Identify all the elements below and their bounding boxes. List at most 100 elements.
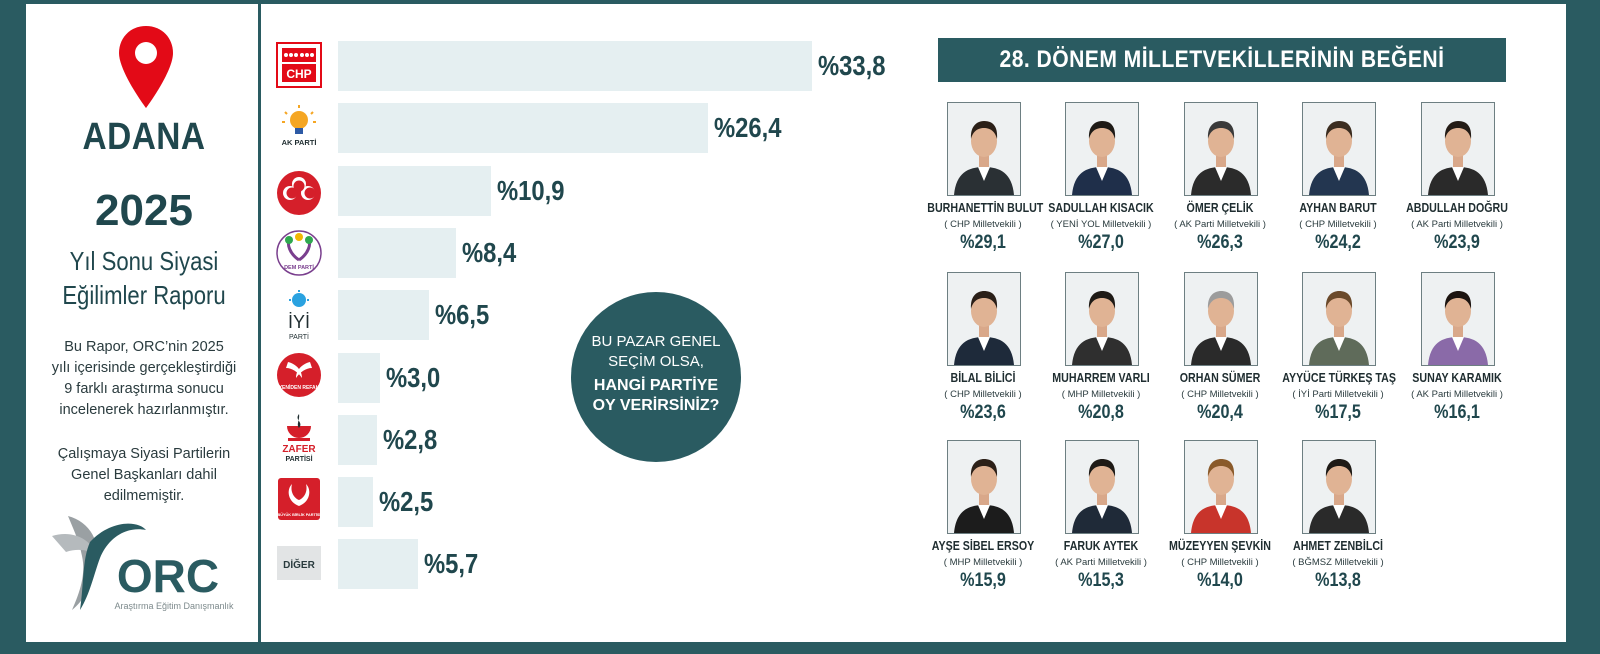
mhp-logo xyxy=(277,171,321,215)
orc-logo-text: ORC xyxy=(117,550,219,602)
mp-name: SUNAY KARAMIK xyxy=(1412,370,1502,385)
city-name: ADANA xyxy=(82,116,206,158)
bar-value-label: %10,9 xyxy=(497,175,565,206)
description-line: yılı içerisinde gerçekleştirdiği xyxy=(51,360,237,376)
mp-name: BİLAL BİLİCİ xyxy=(950,370,1016,385)
mp-party: ( AK Parti Milletvekili ) xyxy=(1055,557,1147,568)
iyi-parti-logo-text: İYİ xyxy=(288,312,310,332)
description-line: incelenerek hazırlanmıştır. xyxy=(59,402,229,418)
zafer-partisi-logo-subtext: PARTİSİ xyxy=(285,455,312,463)
zafer-partisi-logo-text: ZAFER xyxy=(282,444,316,455)
bar-value-label: %6,5 xyxy=(435,299,490,330)
mp-photo xyxy=(1065,440,1139,534)
yeniden-refah-logo: YENİDEN REFAH xyxy=(277,353,321,397)
mp-party: ( MHP Milletvekili ) xyxy=(943,557,1023,568)
mp-approval-value: %24,2 xyxy=(1315,232,1361,253)
bar xyxy=(338,41,812,91)
mp-photo xyxy=(1302,440,1376,534)
survey-question-badge: BU PAZAR GENEL SEÇİM OLSA, HANGİ PARTİYE… xyxy=(571,292,741,462)
mp-photo xyxy=(1065,102,1139,196)
bbp-logo-text: BÜYÜK BİRLİK PARTİSİ xyxy=(278,512,321,517)
zafer-partisi-logo: ZAFER PARTİSİ xyxy=(282,414,316,463)
mp-photo xyxy=(1421,272,1495,366)
bar-value-label: %3,0 xyxy=(386,362,441,393)
mp-approval-value: %13,8 xyxy=(1315,570,1361,591)
bar-value-label: %2,5 xyxy=(379,486,434,517)
orc-logo-tagline: Araştırma Eğitim Danışmanlık xyxy=(114,601,234,611)
report-title-line: Yıl Sonu Siyasi xyxy=(69,246,219,276)
mp-photo xyxy=(1065,272,1139,366)
diger-logo: DİĞER xyxy=(277,546,321,580)
iyi-parti-logo: İYİ PARTİ xyxy=(288,290,310,341)
bar-value-label: %26,4 xyxy=(714,112,782,143)
mp-party: ( YENİ YOL Milletvekili ) xyxy=(1050,219,1152,230)
yeniden-refah-logo-text: YENİDEN REFAH xyxy=(279,384,320,391)
orc-logo: ORC Araştırma Eğitim Danışmanlık xyxy=(52,516,234,611)
mp-approval-value: %15,3 xyxy=(1078,570,1124,591)
mp-party: ( MHP Milletvekili ) xyxy=(1061,389,1141,400)
bar-value-label: %2,8 xyxy=(383,424,438,455)
note-line: edilmemiştir. xyxy=(103,488,185,504)
bar xyxy=(338,166,491,216)
mp-name: MUHARREM VARLI xyxy=(1052,370,1150,385)
mp-party: ( CHP Milletvekili ) xyxy=(944,219,1022,230)
mp-photo xyxy=(1302,102,1376,196)
mp-section-title: 28. DÖNEM MİLLETVEKİLLERİNİN BEĞENİ DÜZE… xyxy=(938,38,1506,117)
mp-name: AHMET ZENBİLCİ xyxy=(1292,538,1384,553)
bar xyxy=(338,415,377,465)
mp-approval-value: %29,1 xyxy=(960,232,1006,253)
mp-approval-value: %17,5 xyxy=(1315,402,1361,423)
mp-name: ÖMER ÇELİK xyxy=(1186,200,1254,215)
dem-parti-logo: DEM PARTİ xyxy=(276,230,322,276)
bar xyxy=(338,290,429,340)
mp-approval-value: %26,3 xyxy=(1197,232,1243,253)
chp-logo-text: CHP xyxy=(286,67,311,81)
report-year: 2025 xyxy=(95,186,193,235)
ak-parti-logo: AK PARTİ xyxy=(282,105,316,147)
mp-party: ( İYİ Parti Milletvekili ) xyxy=(1292,389,1384,400)
report-title: Yıl Sonu Siyasi Eğilimler Raporu xyxy=(45,244,242,312)
mp-party: ( AK Parti Milletvekili ) xyxy=(1411,219,1503,230)
mp-party: ( CHP Milletvekili ) xyxy=(1181,557,1259,568)
mp-name: ORHAN SÜMER xyxy=(1179,370,1261,385)
mp-photo xyxy=(1421,102,1495,196)
mp-name: ABDULLAH DOĞRU xyxy=(1406,200,1508,215)
mp-photo xyxy=(1184,440,1258,534)
mp-photo xyxy=(1302,272,1376,366)
description-line: 9 farklı araştırma sonucu xyxy=(64,381,224,397)
mp-party: ( CHP Milletvekili ) xyxy=(1181,389,1259,400)
bar xyxy=(338,539,418,589)
mp-name: BURHANETTİN BULUT xyxy=(927,200,1044,215)
note-line: Çalışmaya Siyasi Partilerin xyxy=(57,446,231,462)
mp-party: ( CHP Milletvekili ) xyxy=(1299,219,1377,230)
report-note: Çalışmaya Siyasi Partilerin Genel Başkan… xyxy=(34,444,254,507)
mp-photo xyxy=(1184,272,1258,366)
mp-approval-value: %23,9 xyxy=(1434,232,1480,253)
mp-name: MÜZEYYEN ŞEVKİN xyxy=(1169,538,1271,553)
mp-party: ( AK Parti Milletvekili ) xyxy=(1174,219,1266,230)
location-pin-icon xyxy=(119,26,173,108)
report-title-line: Eğilimler Raporu xyxy=(62,280,226,310)
iyi-parti-logo-subtext: PARTİ xyxy=(289,332,309,341)
mp-approval-value: %15,9 xyxy=(960,570,1006,591)
mp-name: SADULLAH KISACIK xyxy=(1048,200,1154,215)
bar-value-label: %33,8 xyxy=(818,50,886,81)
mp-approval-value: %23,6 xyxy=(960,402,1006,423)
mp-photo xyxy=(947,440,1021,534)
question-line: HANGİ PARTİYE xyxy=(593,377,719,394)
question-line: BU PAZAR GENEL xyxy=(591,333,721,350)
left-panel-divider xyxy=(258,4,261,642)
mp-photo xyxy=(947,102,1021,196)
bar-value-label: %5,7 xyxy=(424,548,479,579)
mp-photo xyxy=(1184,102,1258,196)
question-line: OY VERİRSİNİZ? xyxy=(592,397,720,414)
mp-party: ( AK Parti Milletvekili ) xyxy=(1411,389,1503,400)
mp-party: ( BĞMSZ Milletvekili ) xyxy=(1292,557,1384,568)
mp-photo xyxy=(947,272,1021,366)
bar xyxy=(338,103,708,153)
mp-approval-value: %20,4 xyxy=(1197,402,1243,423)
report-description: Bu Rapor, ORC’nin 2025 yılı içerisinde g… xyxy=(34,337,254,421)
question-line: SEÇİM OLSA, xyxy=(608,353,704,370)
bar-value-label: %8,4 xyxy=(462,237,517,268)
bar xyxy=(338,228,456,278)
